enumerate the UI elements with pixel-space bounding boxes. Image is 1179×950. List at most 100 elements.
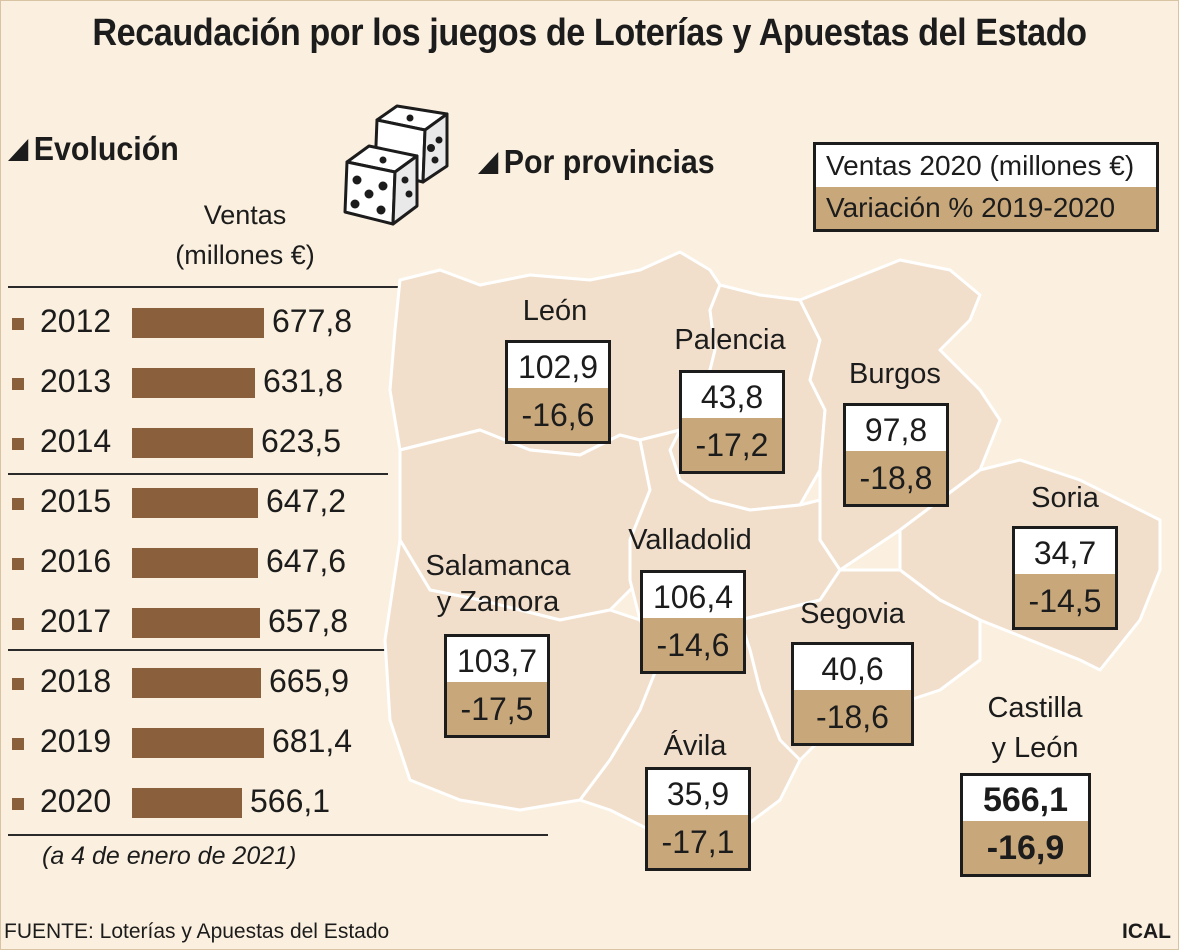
year-label: 2017 xyxy=(40,603,112,639)
value-label: 631,8 xyxy=(263,363,344,399)
year-label: 2012 xyxy=(40,303,112,339)
prov-box-burgos: 97,8 -18,8 xyxy=(843,403,949,507)
bar-2020 xyxy=(132,788,242,818)
section-evolucion-label: Evolución xyxy=(33,130,179,167)
divider-top xyxy=(8,286,468,288)
prov-name-leon: León xyxy=(522,295,588,327)
year-label: 2014 xyxy=(40,423,112,459)
avila-variacion: -17,1 xyxy=(648,815,748,868)
bar-row-2020: 2020 566,1 xyxy=(10,782,410,822)
total-variacion: -16,9 xyxy=(963,821,1088,874)
triangle-icon xyxy=(8,139,29,161)
bar-row-2017: 2017 657,8 xyxy=(10,602,410,642)
value-label: 677,8 xyxy=(272,303,353,339)
source-credit: FUENTE: Loterías y Apuestas del Estado xyxy=(4,920,390,943)
year-label: 2013 xyxy=(40,363,112,399)
bar-2014 xyxy=(132,428,253,458)
chart-title: Recaudación por los juegos de Loterías y… xyxy=(92,12,1087,54)
prov-box-segovia: 40,6 -18,6 xyxy=(791,642,914,746)
leon-variacion: -16,6 xyxy=(508,388,608,441)
legend-variacion: Variación % 2019-2020 xyxy=(816,187,1156,229)
bar-row-2013: 2013 631,8 xyxy=(10,362,410,402)
burgos-ventas: 97,8 xyxy=(846,406,946,451)
prov-name-palencia: Palencia xyxy=(674,324,786,356)
bar-row-2012: 2012 677,8 xyxy=(10,302,410,342)
value-label: 566,1 xyxy=(250,783,331,819)
year-label: 2016 xyxy=(40,543,112,579)
salamanca-zamora-ventas: 103,7 xyxy=(447,637,547,682)
salamanca-zamora-name-line1: Salamanca xyxy=(425,550,571,582)
section-provincias-label: Por provincias xyxy=(503,143,715,180)
prov-name-avila: Ávila xyxy=(663,730,727,762)
bar-2015 xyxy=(132,488,258,518)
prov-box-avila: 35,9 -17,1 xyxy=(645,767,751,871)
bar-row-2019: 2019 681,4 xyxy=(10,722,410,762)
triangle-icon xyxy=(478,152,499,174)
year-label: 2015 xyxy=(40,483,112,519)
bullet-square-icon xyxy=(12,378,24,390)
value-label: 647,2 xyxy=(266,483,347,519)
prov-box-salamanca-zamora: 103,7 -17,5 xyxy=(444,634,550,738)
burgos-variacion: -18,8 xyxy=(846,451,946,504)
bar-row-2018: 2018 665,9 xyxy=(10,662,410,702)
bar-2013 xyxy=(132,368,255,398)
valladolid-ventas: 106,4 xyxy=(643,573,743,618)
palencia-ventas: 43,8 xyxy=(682,373,782,418)
ventas-label-line1: Ventas xyxy=(203,200,287,230)
bullet-square-icon xyxy=(12,738,24,750)
bullet-square-icon xyxy=(12,678,24,690)
prov-name-valladolid: Valladolid xyxy=(628,524,752,556)
year-label: 2019 xyxy=(40,723,112,759)
prov-name-total: Castilla y León xyxy=(960,688,1110,768)
bar-row-2015: 2015 647,2 xyxy=(10,482,410,522)
bar-2012 xyxy=(132,308,264,338)
value-label: 623,5 xyxy=(261,423,342,459)
prov-box-total: 566,1 -16,9 xyxy=(960,773,1091,877)
palencia-variacion: -17,2 xyxy=(682,418,782,471)
dice-icon xyxy=(343,104,449,226)
divider-2017 xyxy=(8,649,388,651)
soria-ventas: 34,7 xyxy=(1015,529,1115,574)
bullet-square-icon xyxy=(12,318,24,330)
bar-row-2016: 2016 647,6 xyxy=(10,542,410,582)
bullet-square-icon xyxy=(12,498,24,510)
salamanca-zamora-name-line2: y Zamora xyxy=(436,586,560,618)
value-label: 665,9 xyxy=(269,663,350,699)
prov-name-segovia: Segovia xyxy=(800,598,905,630)
prov-box-soria: 34,7 -14,5 xyxy=(1012,526,1118,630)
segovia-variacion: -18,6 xyxy=(794,690,911,743)
avila-ventas: 35,9 xyxy=(648,770,748,815)
bullet-square-icon xyxy=(12,618,24,630)
prov-name-soria: Soria xyxy=(1031,482,1099,514)
legend: Ventas 2020 (millones €) Variación % 201… xyxy=(813,142,1159,232)
ventas-label-line2: (millones €) xyxy=(175,240,315,270)
value-label: 657,8 xyxy=(268,603,349,639)
divider-2014 xyxy=(8,473,388,475)
salamanca-zamora-variacion: -17,5 xyxy=(447,682,547,735)
total-ventas: 566,1 xyxy=(963,776,1088,821)
prov-box-palencia: 43,8 -17,2 xyxy=(679,370,785,474)
soria-variacion: -14,5 xyxy=(1015,574,1115,627)
brand-logo-text: ICAL xyxy=(1122,920,1171,943)
bar-2017 xyxy=(132,608,260,638)
ventas-axis-label: Ventas (millones €) xyxy=(160,195,330,275)
legend-ventas: Ventas 2020 (millones €) xyxy=(816,145,1156,187)
prov-box-valladolid: 106,4 -14,6 xyxy=(640,570,746,674)
prov-name-burgos: Burgos xyxy=(849,358,941,390)
year-label: 2018 xyxy=(40,663,112,699)
date-note: (a 4 de enero de 2021) xyxy=(42,842,297,870)
divider-bottom xyxy=(8,834,548,836)
leon-ventas: 102,9 xyxy=(508,343,608,388)
section-evolucion: Evolución xyxy=(8,130,179,168)
year-label: 2020 xyxy=(40,783,112,819)
bullet-square-icon xyxy=(12,798,24,810)
bar-2019 xyxy=(132,728,264,758)
bar-row-2014: 2014 623,5 xyxy=(10,422,410,462)
prov-name-salamanca-zamora: Salamanca y Zamora xyxy=(413,548,583,620)
value-label: 647,6 xyxy=(266,543,347,579)
segovia-ventas: 40,6 xyxy=(794,645,911,690)
total-name-line1: Castilla xyxy=(987,692,1083,724)
total-name-line2: y León xyxy=(991,732,1079,764)
value-label: 681,4 xyxy=(272,723,353,759)
bullet-square-icon xyxy=(12,438,24,450)
